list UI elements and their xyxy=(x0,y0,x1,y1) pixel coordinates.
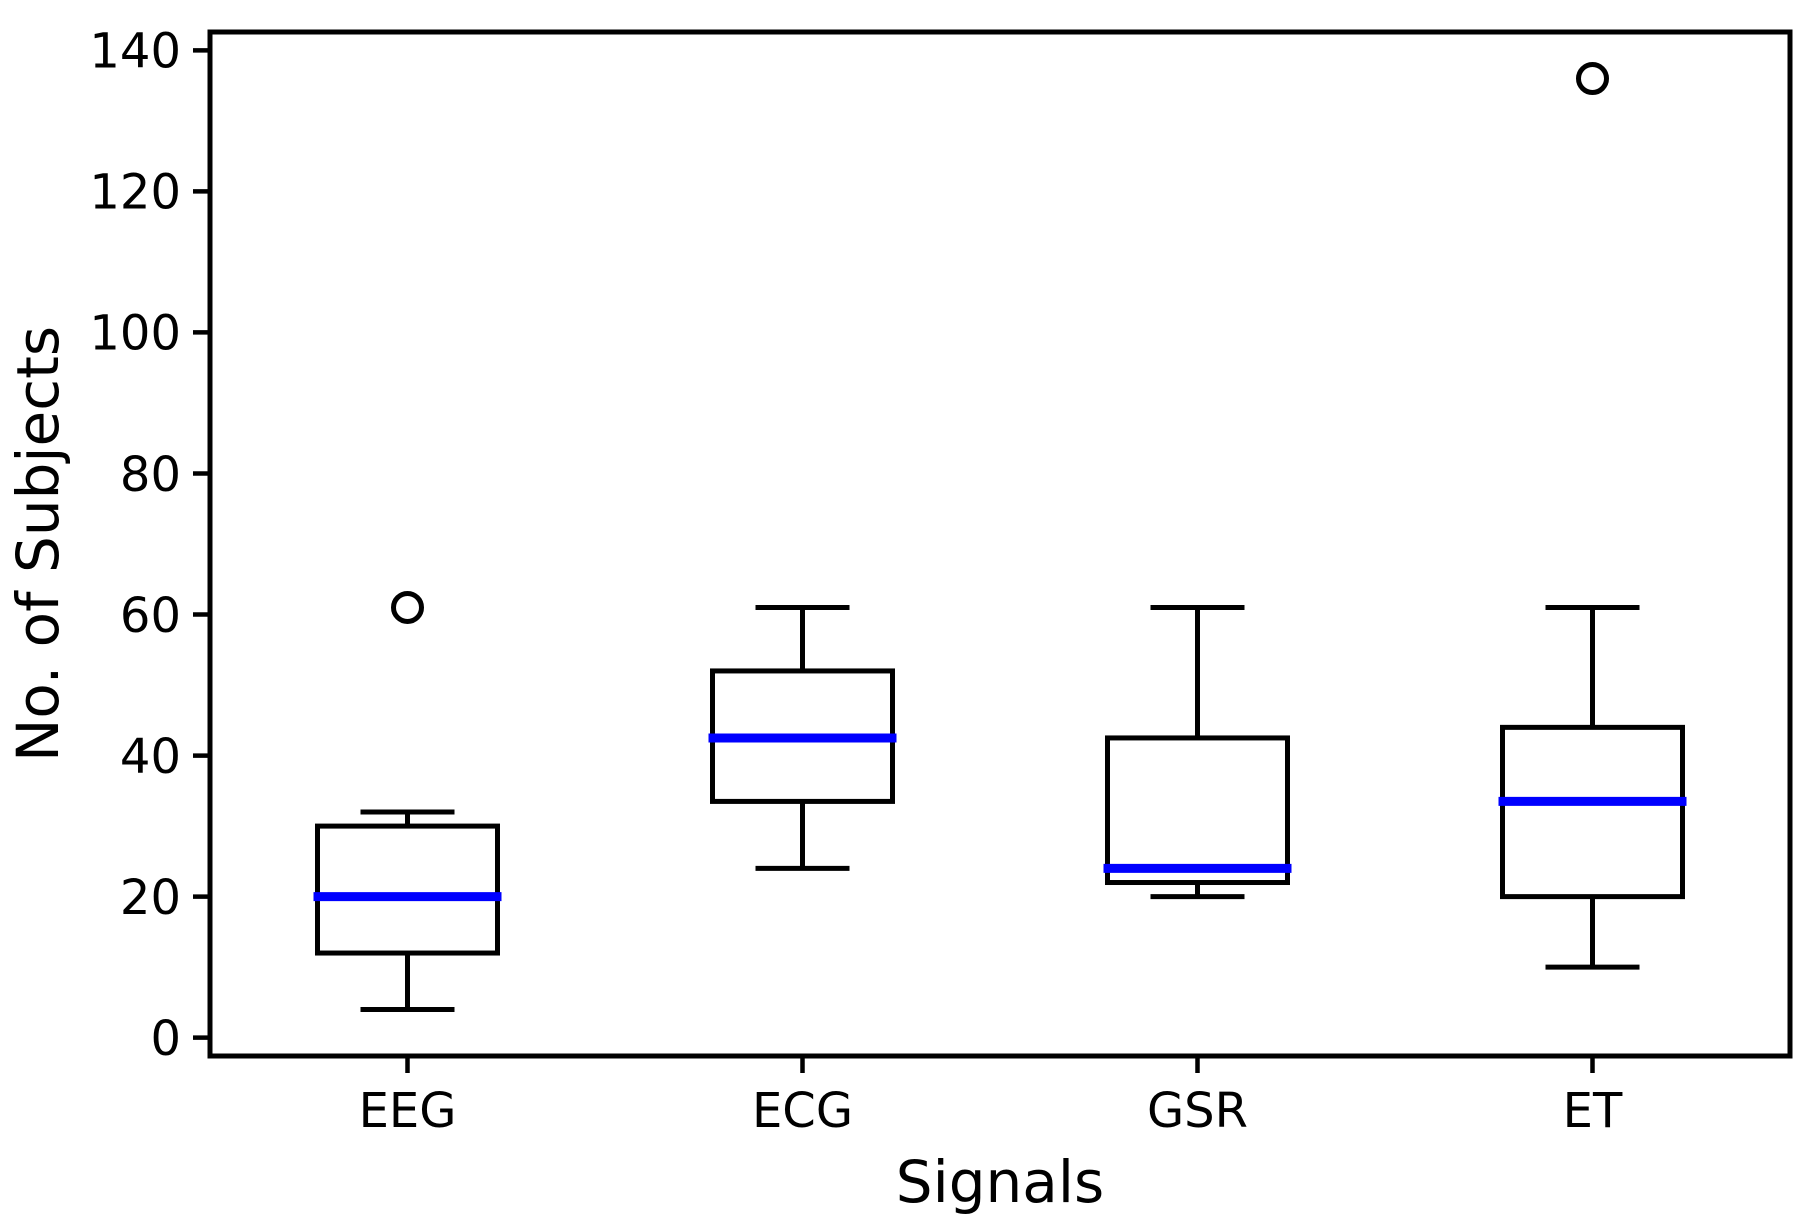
iqr-box-gsr xyxy=(1105,735,1290,886)
x-axis-ticks-group: EEG ECG GSR ET xyxy=(359,1056,1623,1139)
x-axis-label: Signals xyxy=(896,1148,1104,1216)
y-tick-label: 20 xyxy=(120,870,181,926)
box-group-ecg xyxy=(708,604,897,871)
outlier-marker-et xyxy=(1576,62,1609,96)
y-tick-label: 140 xyxy=(89,24,181,80)
box-group-et xyxy=(1498,62,1687,970)
iqr-box-et xyxy=(1500,724,1685,900)
y-tick-label: 120 xyxy=(89,165,181,221)
boxes-group xyxy=(313,62,1687,1012)
y-tick-label: 0 xyxy=(150,1011,181,1067)
box-group-eeg xyxy=(313,590,502,1012)
y-axis-ticks-group: 0 20 40 60 80 100 120 140 xyxy=(89,24,210,1067)
y-axis-label: No. of Subjects xyxy=(4,326,72,762)
plot-border-group xyxy=(207,29,1793,1059)
x-tick-label-gsr: GSR xyxy=(1147,1083,1248,1139)
x-tick-label-et: ET xyxy=(1563,1083,1623,1139)
x-tick-label-eeg: EEG xyxy=(359,1083,457,1139)
y-tick-label: 100 xyxy=(89,306,181,362)
plot-border xyxy=(207,29,1793,1059)
y-tick-label: 80 xyxy=(120,447,181,503)
x-tick-label-ecg: ECG xyxy=(752,1083,853,1139)
outlier-marker-eeg xyxy=(391,590,424,624)
axis-labels-group: Signals No. of Subjects xyxy=(4,326,1104,1216)
iqr-box-eeg xyxy=(315,823,500,956)
y-tick-label: 60 xyxy=(120,588,181,644)
box-group-gsr xyxy=(1103,604,1292,900)
y-tick-label: 40 xyxy=(120,729,181,785)
